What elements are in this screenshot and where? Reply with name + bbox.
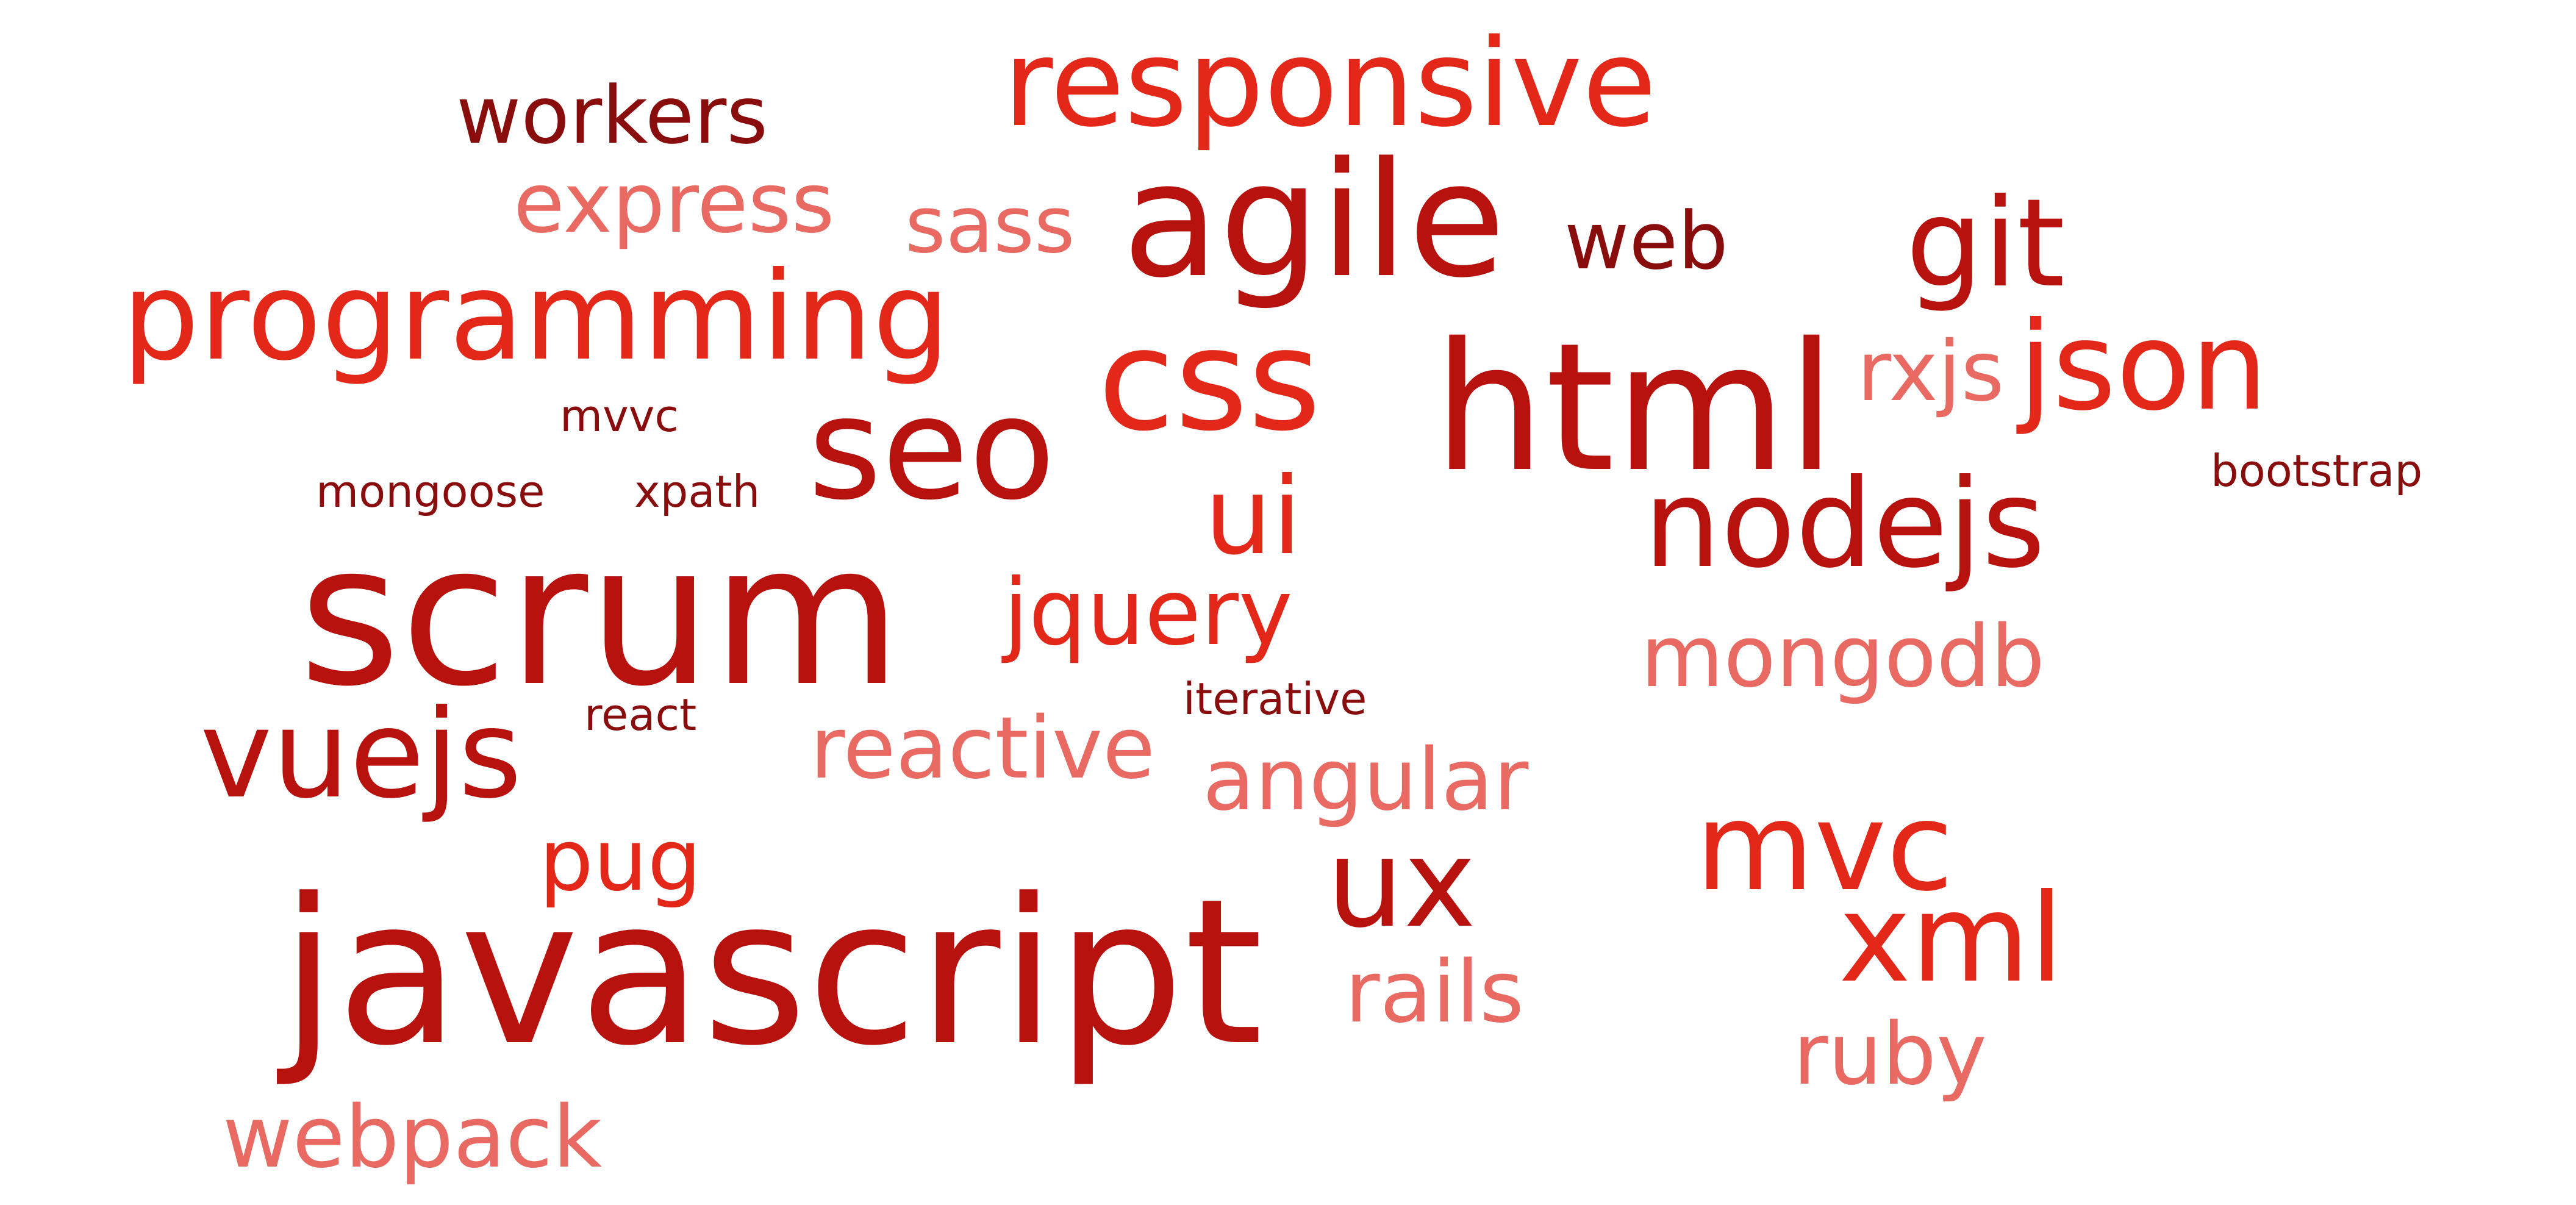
word-rxjs: rxjs xyxy=(1857,324,2005,420)
word-ruby: ruby xyxy=(1793,1005,1987,1104)
word-bootstrap: bootstrap xyxy=(2211,445,2423,496)
word-angular: angular xyxy=(1203,731,1529,830)
word-xml: xml xyxy=(1839,868,2064,1010)
word-css: css xyxy=(1098,299,1322,462)
word-html: html xyxy=(1433,306,1836,511)
word-web: web xyxy=(1564,195,1728,287)
word-programming: programming xyxy=(122,246,950,388)
word-javascript: javascript xyxy=(281,856,1264,1090)
word-agile: agile xyxy=(1122,129,1506,313)
word-ui: ui xyxy=(1204,455,1302,579)
word-mvvc: mvvc xyxy=(560,390,679,442)
word-sass: sass xyxy=(905,180,1075,271)
word-pug: pug xyxy=(539,811,702,910)
word-seo: seo xyxy=(808,367,1056,531)
word-xpath: xpath xyxy=(634,466,760,517)
word-json: json xyxy=(2019,296,2268,438)
word-vuejs: vuejs xyxy=(200,684,522,826)
word-reactive: reactive xyxy=(810,699,1156,798)
word-jquery: jquery xyxy=(1003,560,1293,666)
word-git: git xyxy=(1906,173,2065,315)
word-react: react xyxy=(584,689,697,740)
word-nodejs: nodejs xyxy=(1644,453,2045,595)
word-express: express xyxy=(513,156,835,252)
word-rails: rails xyxy=(1345,943,1525,1042)
word-ux: ux xyxy=(1326,813,1476,955)
word-workers: workers xyxy=(456,69,768,162)
word-mvc: mvc xyxy=(1695,776,1954,918)
word-iterative: iterative xyxy=(1183,673,1367,724)
word-mongodb: mongodb xyxy=(1640,607,2045,707)
word-mongoose: mongoose xyxy=(316,466,545,517)
word-responsive: responsive xyxy=(1003,13,1657,154)
word-scrum: scrum xyxy=(299,502,902,729)
word-webpack: webpack xyxy=(223,1088,603,1187)
